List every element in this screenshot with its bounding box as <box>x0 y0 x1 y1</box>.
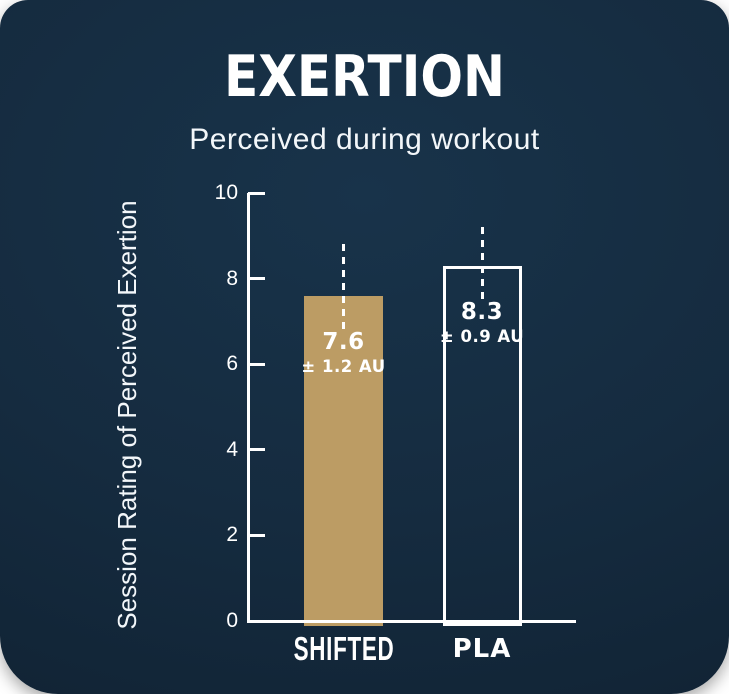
y-tick-label: 2 <box>226 523 238 547</box>
y-tick-mark <box>248 191 265 195</box>
bar-pla-value: 8.3 <box>460 298 504 325</box>
bar-pla-error: ± 0.9 AU <box>439 326 525 346</box>
y-tick-label: 10 <box>214 181 238 204</box>
y-tick-mark <box>248 277 265 281</box>
chart-title: EXERTION <box>223 44 506 110</box>
x-axis-label-pla: PLA <box>452 634 512 664</box>
chart-subtitle: Perceived during workout <box>189 123 540 156</box>
y-tick-label: 4 <box>226 437 238 461</box>
error-bar-pla <box>480 227 484 299</box>
y-tick-label: 6 <box>226 352 238 376</box>
y-tick-label: 0 <box>226 609 238 632</box>
bar-shifted <box>304 295 383 626</box>
y-tick-mark <box>248 533 265 537</box>
y-axis-title: Session Rating of Perceived Exertion <box>112 200 142 630</box>
bar-shifted-value: 7.6 <box>322 328 365 355</box>
y-tick-mark <box>248 362 265 366</box>
x-axis-line <box>247 620 576 623</box>
y-tick-mark <box>248 448 265 452</box>
x-axis-label-shifted: SHIFTED <box>293 630 394 667</box>
bar-pla-labels: 8.3 ± 0.9 AU <box>417 299 547 348</box>
y-tick-label: 8 <box>226 266 238 290</box>
y-axis-line <box>247 193 250 623</box>
bar-shifted-error: ± 1.2 AU <box>301 356 386 376</box>
bar-shifted-labels: 7.6 ± 1.2 AU <box>279 329 409 378</box>
error-bar-shifted <box>342 244 345 329</box>
